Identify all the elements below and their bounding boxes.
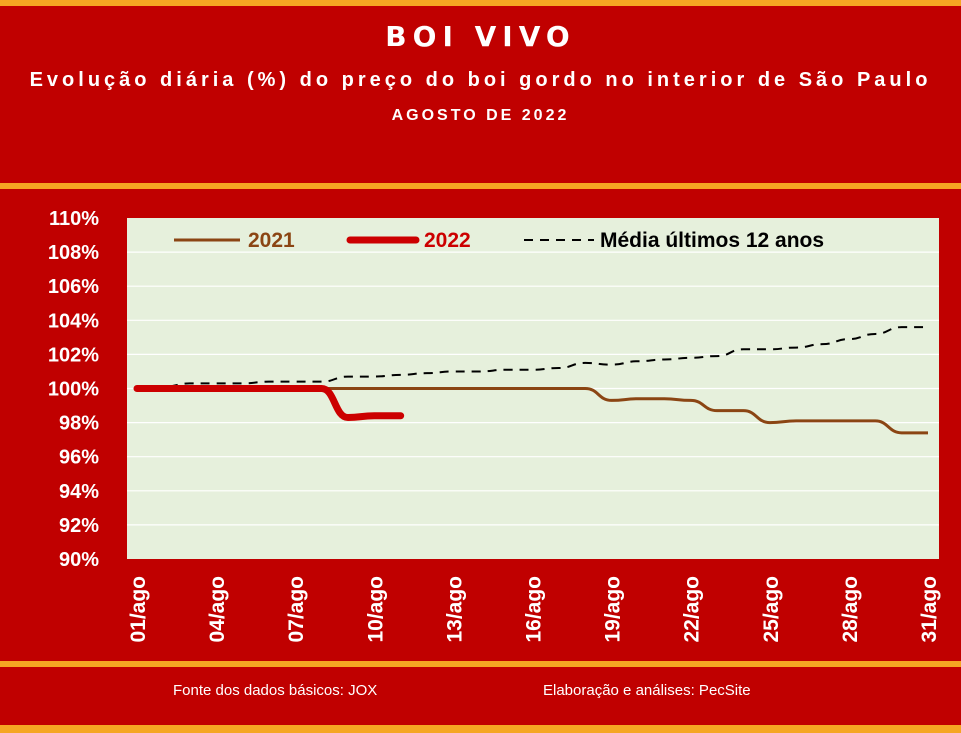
y-tick-label: 92% xyxy=(59,515,99,537)
y-tick-label: 98% xyxy=(59,413,99,435)
y-tick-label: 104% xyxy=(48,310,99,332)
y-tick-label: 108% xyxy=(48,242,99,264)
x-tick-label: 25/ago xyxy=(760,576,783,643)
x-tick-label: 16/ago xyxy=(523,576,546,643)
source-note: Fonte dos dados básicos: JOX xyxy=(173,682,378,699)
x-tick-label: 28/ago xyxy=(839,576,862,643)
series-line xyxy=(136,326,928,390)
x-tick-label: 31/ago xyxy=(918,576,941,643)
page-title: BOI VIVO xyxy=(385,20,576,53)
legend-label: Média últimos 12 anos xyxy=(600,229,824,252)
x-tick-label: 22/ago xyxy=(681,576,704,643)
period-label: AGOSTO DE 2022 xyxy=(391,107,570,124)
top-stripe xyxy=(0,0,961,6)
series-line xyxy=(133,385,405,421)
header-divider-stripe xyxy=(0,183,961,189)
bottom-stripe xyxy=(0,725,961,733)
legend-label: 2021 xyxy=(248,229,295,252)
y-tick-label: 96% xyxy=(59,447,99,469)
header: BOI VIVO Evolução diária (%) do preço do… xyxy=(0,12,961,180)
y-tick-label: 102% xyxy=(48,344,99,366)
x-tick-label: 10/ago xyxy=(364,576,387,643)
y-tick-label: 94% xyxy=(59,481,99,503)
y-tick-label: 106% xyxy=(48,276,99,298)
x-tick-label: 13/ago xyxy=(443,576,466,643)
credit-note: Elaboração e análises: PecSite xyxy=(543,682,751,699)
chart-subtitle: Evolução diária (%) do preço do boi gord… xyxy=(29,69,932,91)
footer-divider-stripe xyxy=(0,661,961,667)
x-tick-label: 19/ago xyxy=(602,576,625,643)
x-tick-label: 04/ago xyxy=(206,576,229,643)
y-tick-label: 110% xyxy=(49,208,99,230)
x-tick-label: 01/ago xyxy=(127,576,150,643)
line-chart: 90% 92% 94% 96% 98% 100% 102% 104% 106% 108% 110% 0… xyxy=(48,208,941,643)
legend-label: 2022 xyxy=(424,229,471,252)
y-tick-label: 90% xyxy=(59,549,99,571)
x-tick-label: 07/ago xyxy=(285,576,308,643)
y-tick-label: 100% xyxy=(48,379,99,401)
